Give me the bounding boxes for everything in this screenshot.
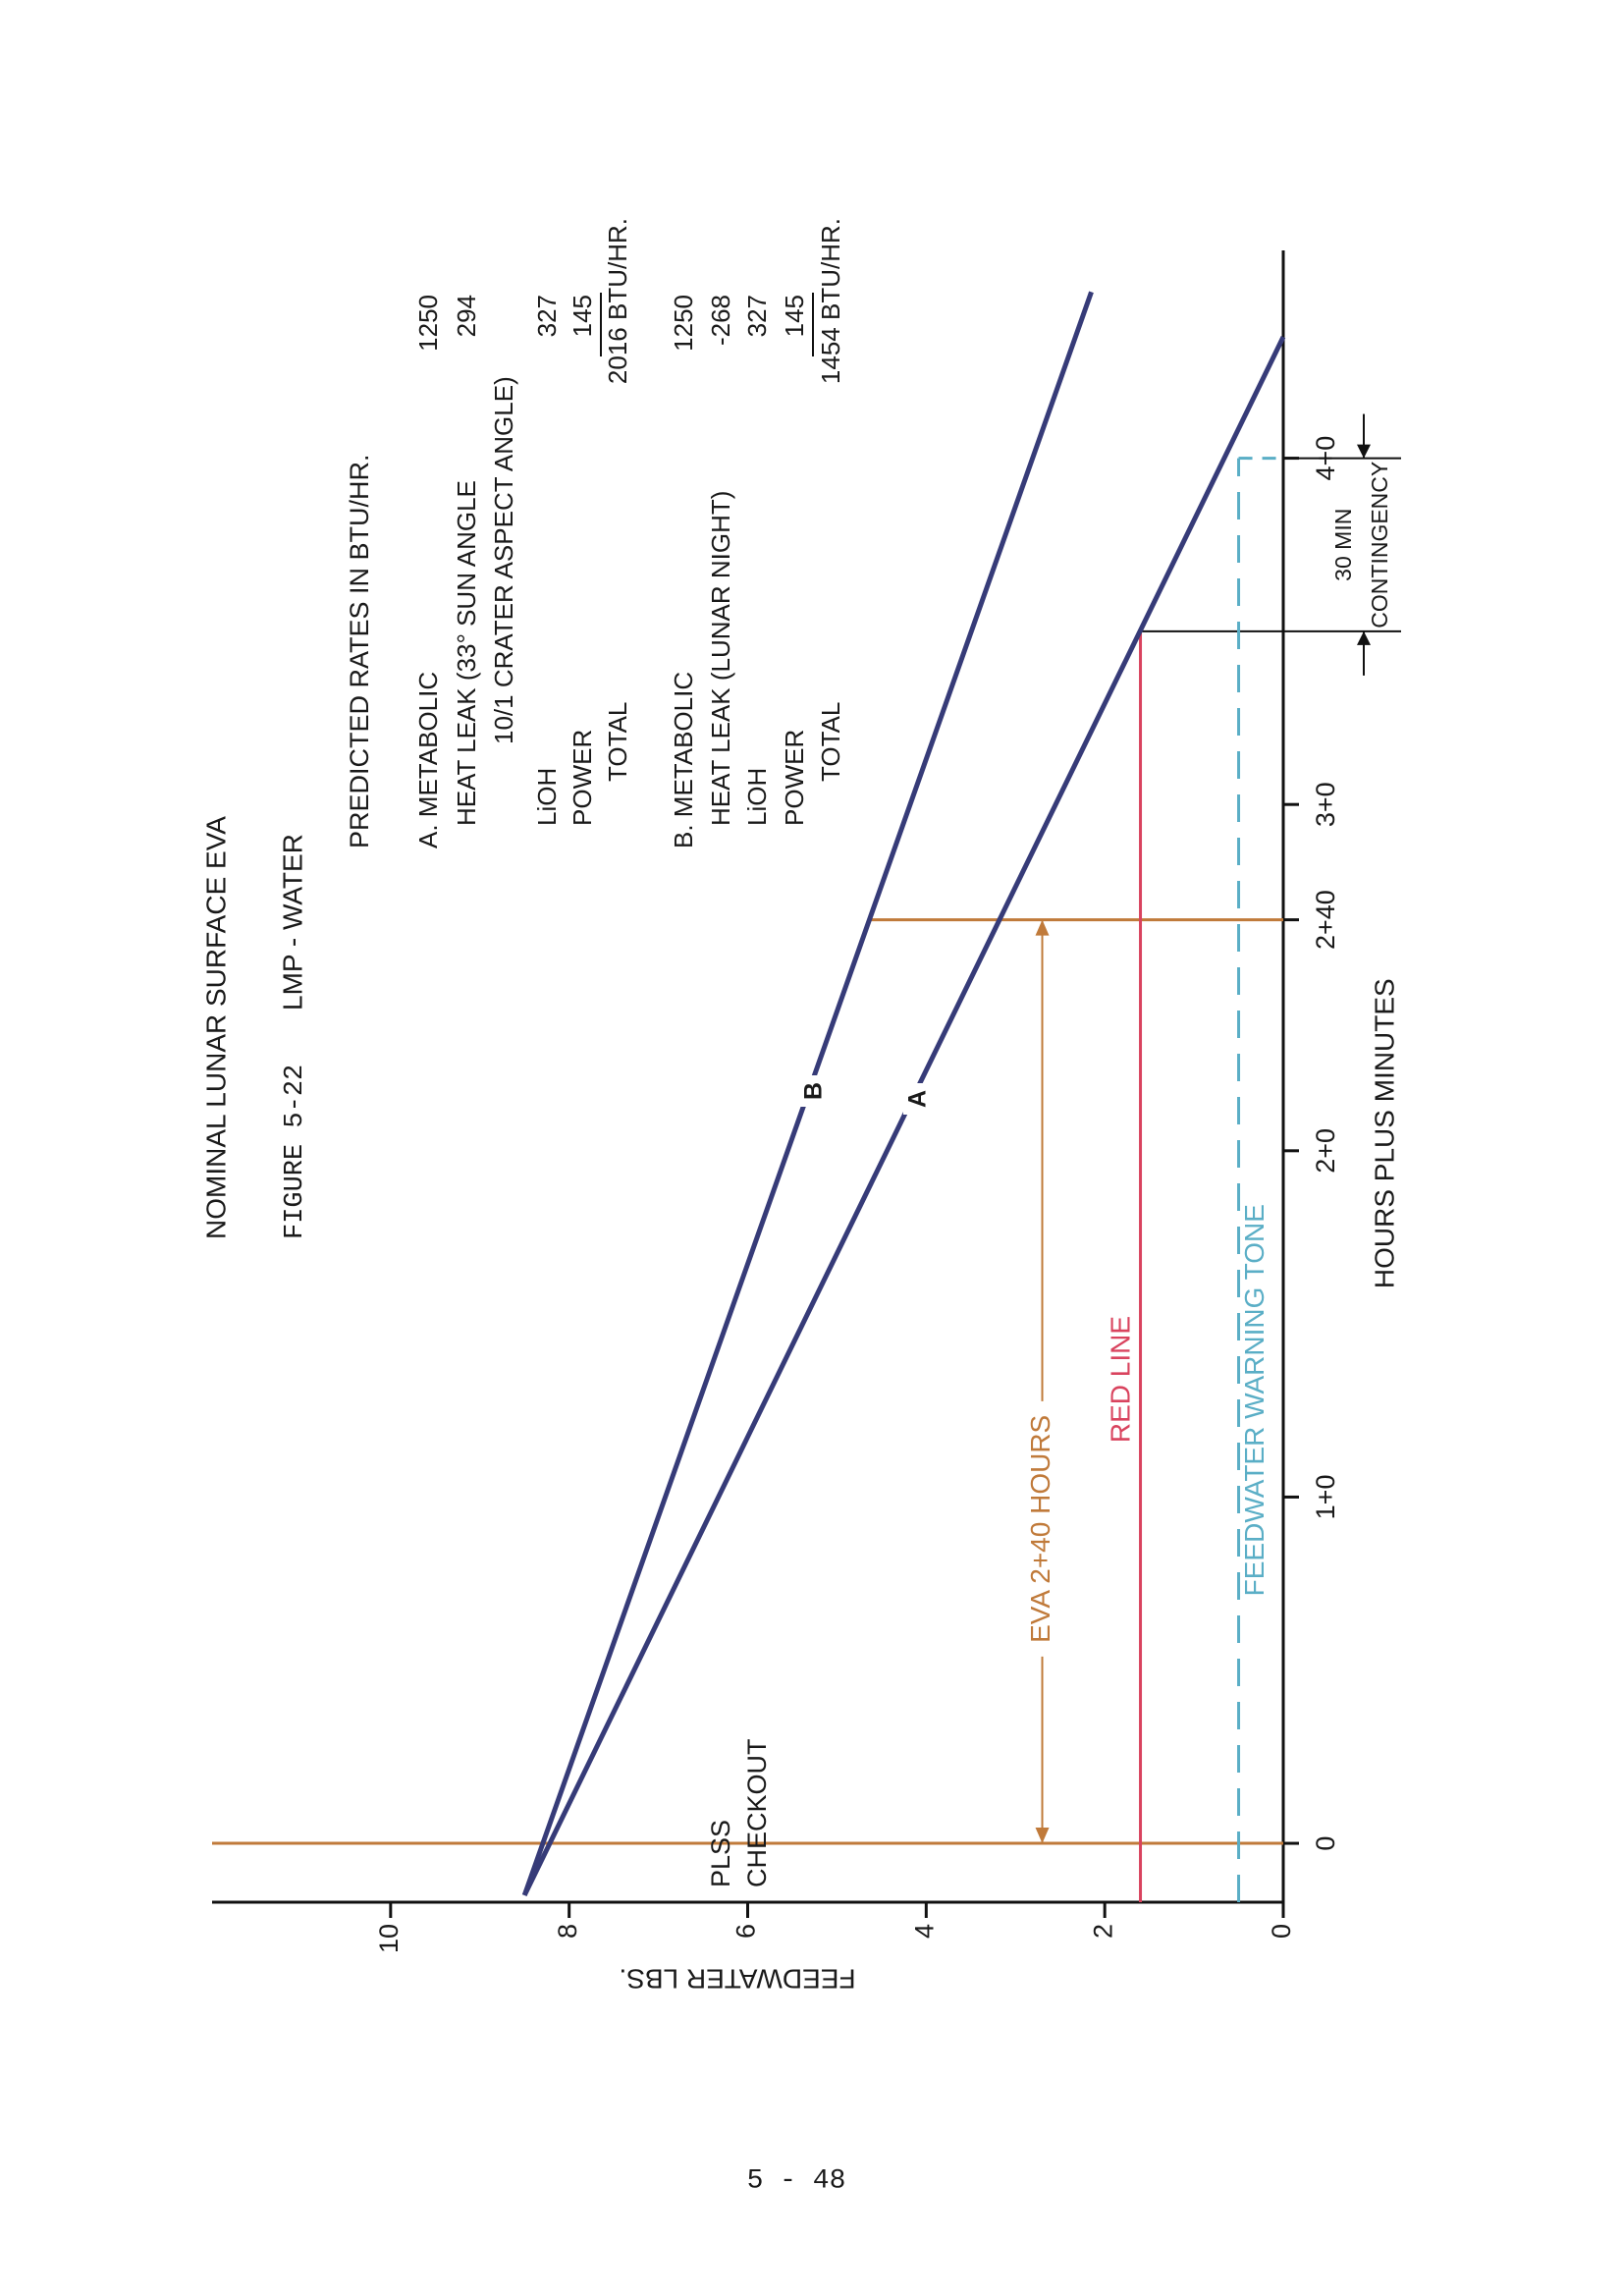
contingency-label: 30 MIN bbox=[1330, 509, 1356, 581]
page-number: 5 - 48 bbox=[747, 2165, 846, 2196]
arrow-head bbox=[1035, 919, 1050, 936]
rate-value: 327 bbox=[742, 295, 772, 337]
y-tick-label: 4 bbox=[909, 1924, 939, 1939]
total-label: TOTAL bbox=[816, 702, 845, 782]
rate-label: POWER bbox=[780, 730, 809, 826]
rate-value: -268 bbox=[706, 295, 735, 346]
rate-label: HEAT LEAK (LUNAR NIGHT) bbox=[706, 491, 735, 826]
total-label: TOTAL bbox=[603, 702, 632, 782]
rate-value: 145 bbox=[780, 295, 809, 337]
label-bg bbox=[799, 1075, 831, 1107]
arrow-head bbox=[1035, 1828, 1050, 1844]
arrow-head bbox=[1357, 444, 1371, 459]
chart-subtitle: LMP - WATER bbox=[277, 834, 307, 1011]
series-label: B bbox=[800, 1082, 828, 1100]
plss-label: CHECKOUT bbox=[742, 1738, 772, 1887]
plss-label: PLSS bbox=[706, 1820, 735, 1887]
y-axis-label: FEEDWATER LBS. bbox=[619, 1964, 855, 1995]
chart-title: NOMINAL LUNAR SURFACE EVA bbox=[200, 816, 231, 1239]
rate-label: LiOH bbox=[742, 768, 772, 826]
y-tick-label: 8 bbox=[553, 1924, 582, 1939]
total-value: 1454 BTU/HR. bbox=[816, 218, 845, 384]
label-bg bbox=[903, 1083, 935, 1115]
rate-label: 10/1 CRATER ASPECT ANGLE) bbox=[489, 376, 518, 744]
rate-label: A. METABOLIC bbox=[413, 672, 443, 848]
eva-label: EVA 2+40 HOURS bbox=[1025, 1415, 1055, 1643]
rate-label: HEAT LEAK (33° SUN ANGLE bbox=[452, 480, 481, 826]
x-axis-label: HOURS PLUS MINUTES bbox=[1369, 978, 1399, 1288]
red-line-label: RED LINE bbox=[1106, 1316, 1136, 1443]
rate-label: B. METABOLIC bbox=[669, 672, 698, 848]
arrow-head bbox=[1357, 630, 1371, 645]
y-tick-label: 6 bbox=[731, 1924, 761, 1939]
rate-label: POWER bbox=[568, 730, 597, 826]
rates-title: PREDICTED RATES IN BTU/HR. bbox=[345, 454, 374, 848]
rate-value: 294 bbox=[452, 295, 481, 337]
figure-label: FIGURE 5-22 bbox=[281, 1065, 310, 1239]
x-tick-label: 3+0 bbox=[1311, 782, 1340, 827]
series-label: A bbox=[904, 1090, 932, 1108]
rate-value: 145 bbox=[568, 295, 597, 337]
rate-value: 1250 bbox=[413, 295, 443, 352]
contingency-label: CONTINGENCY bbox=[1367, 462, 1392, 629]
x-tick-label: 2+0 bbox=[1311, 1128, 1340, 1174]
rate-label: LiOH bbox=[532, 768, 562, 826]
x-tick-label: 1+0 bbox=[1311, 1475, 1340, 1520]
series-line bbox=[521, 336, 1286, 1897]
x-tick-label: 0 bbox=[1311, 1836, 1340, 1851]
rate-value: 327 bbox=[532, 295, 562, 337]
y-tick-label: 10 bbox=[374, 1924, 404, 1953]
y-tick-label: 2 bbox=[1088, 1924, 1117, 1939]
y-tick-label: 0 bbox=[1267, 1924, 1296, 1939]
rate-value: 1250 bbox=[669, 295, 698, 352]
total-value: 2016 BTU/HR. bbox=[603, 218, 632, 384]
x-tick-label: 2+40 bbox=[1311, 890, 1340, 950]
warning-label: FEEDWATER WARNING TONE bbox=[1239, 1204, 1270, 1596]
